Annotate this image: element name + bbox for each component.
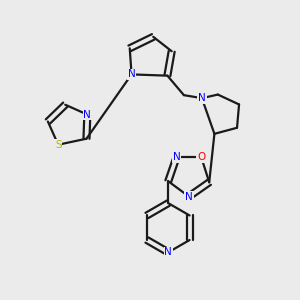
Text: N: N (185, 191, 193, 202)
Text: N: N (128, 69, 135, 80)
Text: N: N (164, 247, 172, 257)
Text: N: N (83, 110, 91, 120)
Text: N: N (198, 93, 206, 103)
Text: O: O (197, 152, 206, 162)
Text: S: S (55, 140, 62, 150)
Text: N: N (172, 152, 180, 162)
